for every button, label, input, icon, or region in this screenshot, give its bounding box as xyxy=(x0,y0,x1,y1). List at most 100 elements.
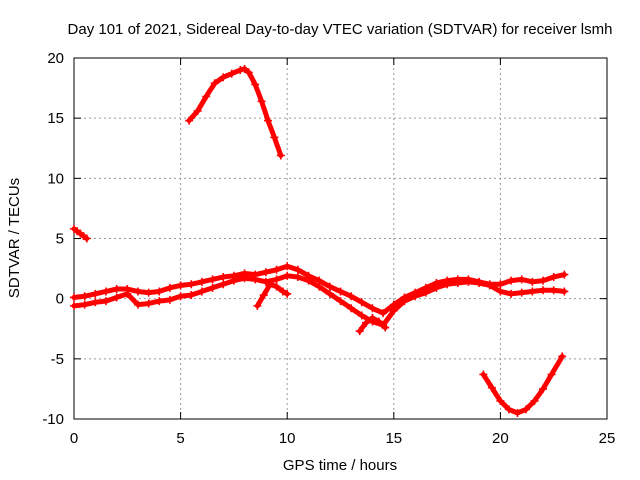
data-point xyxy=(257,97,266,106)
data-point xyxy=(400,297,409,306)
x-tick-label: 10 xyxy=(279,430,296,447)
data-point xyxy=(251,275,260,284)
data-point xyxy=(185,116,194,125)
x-tick-label: 25 xyxy=(599,430,616,447)
y-tick-label: -10 xyxy=(42,411,64,428)
data-point xyxy=(283,262,292,271)
data-point xyxy=(347,304,356,313)
data-point xyxy=(539,286,548,295)
data-point xyxy=(517,275,526,284)
data-point xyxy=(496,396,505,405)
y-tick-label: 20 xyxy=(47,50,64,67)
data-point xyxy=(521,405,530,414)
series-arc-late-dip xyxy=(355,313,390,336)
data-point xyxy=(202,92,211,101)
y-tick-label: 15 xyxy=(47,110,64,127)
data-point xyxy=(165,283,174,292)
y-tick-label: 5 xyxy=(56,231,64,248)
data-point xyxy=(464,277,473,286)
data-point xyxy=(283,289,292,298)
data-point xyxy=(82,234,91,243)
data-point xyxy=(496,287,505,296)
data-point xyxy=(475,279,484,288)
y-tick-label: 0 xyxy=(56,291,64,308)
x-axis-label: GPS time / hours xyxy=(283,457,397,474)
data-series xyxy=(70,64,569,417)
data-point xyxy=(539,384,548,393)
data-point xyxy=(123,289,132,298)
data-point xyxy=(443,280,452,289)
data-point xyxy=(165,295,174,304)
data-point xyxy=(70,301,78,310)
data-point xyxy=(479,370,488,379)
data-point xyxy=(80,300,89,309)
data-point xyxy=(219,280,228,289)
axis-ticks: 0 5 10 15 20 25 -10 -5 0 5 10 15 20 xyxy=(42,50,615,447)
data-point xyxy=(421,288,430,297)
data-point xyxy=(549,273,558,282)
data-point xyxy=(293,265,302,274)
data-point xyxy=(432,283,441,292)
y-axis-label: SDTVAR / TECUs xyxy=(6,178,23,298)
data-point xyxy=(197,277,206,286)
data-point xyxy=(513,408,522,417)
data-point xyxy=(219,273,228,282)
data-point xyxy=(368,304,377,313)
data-point xyxy=(487,383,496,392)
data-point xyxy=(112,285,121,294)
data-point xyxy=(504,405,513,414)
data-point xyxy=(304,276,313,285)
data-point xyxy=(219,73,228,82)
data-point xyxy=(264,116,273,125)
data-point xyxy=(197,287,206,296)
data-point xyxy=(560,270,569,279)
data-point xyxy=(293,273,302,282)
data-point xyxy=(507,289,516,298)
data-point xyxy=(272,275,281,284)
data-point xyxy=(558,352,567,361)
data-point xyxy=(453,279,462,288)
data-point xyxy=(91,298,100,307)
data-point xyxy=(528,287,537,296)
data-point xyxy=(253,301,262,310)
series-arc-early-positive xyxy=(70,224,91,243)
data-point xyxy=(155,297,164,306)
data-point xyxy=(101,297,110,306)
data-point xyxy=(70,293,78,302)
data-point xyxy=(283,271,292,280)
data-point xyxy=(485,281,494,290)
data-point xyxy=(379,309,388,318)
data-point xyxy=(251,80,260,89)
grid-lines xyxy=(74,58,607,419)
data-point xyxy=(325,289,334,298)
chart-title: Day 101 of 2021, Sidereal Day-to-day VTE… xyxy=(68,21,613,38)
data-point xyxy=(496,280,505,289)
data-point xyxy=(133,300,142,309)
data-point xyxy=(325,282,334,291)
data-point xyxy=(187,291,196,300)
x-tick-label: 15 xyxy=(385,430,402,447)
data-point xyxy=(208,283,217,292)
data-point xyxy=(389,306,398,315)
data-point xyxy=(374,317,383,326)
data-point xyxy=(266,280,275,289)
x-tick-label: 0 xyxy=(70,430,78,447)
data-point xyxy=(193,106,202,115)
data-point xyxy=(560,287,569,296)
y-tick-label: 10 xyxy=(47,170,64,187)
data-point xyxy=(336,297,345,306)
data-point xyxy=(381,323,390,332)
data-point xyxy=(347,292,356,301)
data-point xyxy=(244,68,253,77)
y-tick-label: -5 xyxy=(51,351,64,368)
data-point xyxy=(539,276,548,285)
data-point xyxy=(187,280,196,289)
data-point xyxy=(368,313,377,322)
data-point xyxy=(155,287,164,296)
data-point xyxy=(176,292,185,301)
x-tick-label: 5 xyxy=(176,430,184,447)
data-point xyxy=(240,274,249,283)
data-point xyxy=(229,276,238,285)
data-point xyxy=(80,292,89,301)
